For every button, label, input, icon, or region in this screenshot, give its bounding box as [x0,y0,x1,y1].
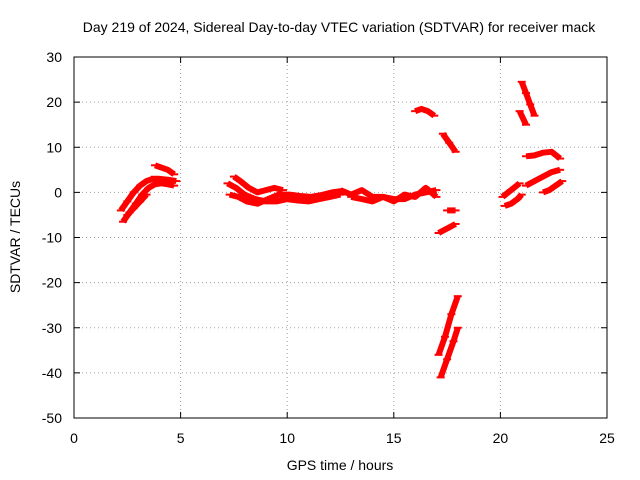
data-segment [414,105,437,119]
chart-title: Day 219 of 2024, Sidereal Day-to-day VTE… [83,19,596,35]
x-tick-label: 0 [70,430,78,446]
y-tick-label: -30 [42,320,62,336]
y-tick-label: 0 [54,184,62,200]
x-tick-label: 15 [386,430,402,446]
y-tick-label: -40 [42,365,62,381]
data-segment [518,80,538,117]
grid-layer [74,57,607,418]
y-tick-label: 30 [46,49,62,65]
data-segment [437,326,461,379]
data-segment [516,109,529,126]
x-tick-label: 20 [493,430,509,446]
series-layer [116,80,567,379]
axis-layer: 0 5 10 15 20 25 -50 -40 -30 -20 -10 0 10 20 30 [42,49,615,446]
x-tick-label: 10 [279,430,295,446]
y-tick-label: 20 [46,94,62,110]
y-axis-label: SDTVAR / TECUs [7,181,23,293]
data-segment [503,192,524,209]
y-tick-label: -50 [42,410,62,426]
y-tick-label: -20 [42,275,62,291]
plot-border [73,56,608,419]
x-tick-label: 5 [177,430,185,446]
data-segment [153,162,176,177]
data-segment [150,175,177,185]
x-axis-label: GPS time / hours [287,457,394,473]
data-segment [125,192,149,217]
data-segment [435,295,461,356]
data-segment [541,178,564,196]
y-tick-label: -10 [42,230,62,246]
y-tick-label: 10 [46,139,62,155]
x-tick-label: 25 [599,430,615,446]
data-segment [120,180,175,224]
